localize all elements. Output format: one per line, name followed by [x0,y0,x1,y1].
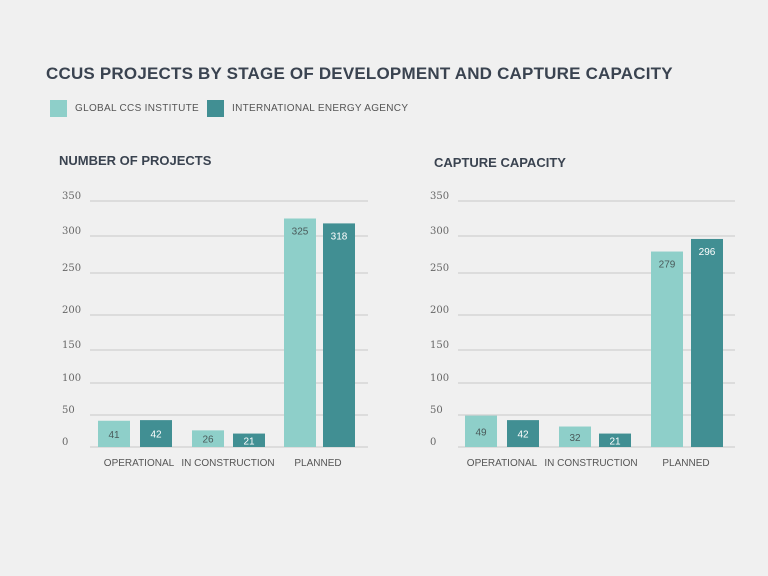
bar [507,420,539,447]
y-tick-label: 250 [62,263,81,274]
bar [284,218,316,447]
bar [691,238,723,447]
bar [98,420,130,447]
data-label: 49 [475,427,487,438]
x-tick-label: IN CONSTRUCTION [181,458,274,469]
y-tick-label: 200 [430,305,449,316]
x-tick-label: OPERATIONAL [467,458,538,469]
y-tick-label: 150 [430,340,449,351]
data-label: 279 [659,260,676,271]
chart-title-projects: NUMBER OF PROJECTS [59,153,212,168]
x-tick-label: PLANNED [662,458,709,469]
bar [599,433,631,447]
chart-title-capacity: CAPTURE CAPACITY [434,155,566,170]
data-label: 296 [699,247,716,258]
legend-item-iea: INTERNATIONAL ENERGY AGENCY [207,100,408,117]
legend-label: INTERNATIONAL ENERGY AGENCY [232,103,409,114]
bar [559,426,591,447]
y-tick-label: 0 [62,437,68,448]
legend-swatch [50,100,67,117]
bar [323,223,355,447]
legend-label: GLOBAL CCS INSTITUTE [75,103,199,114]
y-tick-label: 350 [62,191,81,202]
data-label: 318 [331,231,348,242]
data-label: 21 [609,436,621,447]
data-label: 42 [150,430,162,441]
data-label: 21 [243,436,255,447]
x-tick-label: IN CONSTRUCTION [544,458,637,469]
bar [140,420,172,447]
data-label: 26 [202,435,214,446]
y-tick-label: 150 [62,340,81,351]
legend-item-gcci: GLOBAL CCS INSTITUTE [50,100,199,117]
y-tick-label: 100 [430,373,449,384]
x-tick-label: PLANNED [294,458,341,469]
y-tick-label: 50 [62,405,75,416]
y-tick-label: 200 [62,305,81,316]
y-tick-label: 350 [430,191,449,202]
y-tick-label: 300 [62,226,81,237]
bar [651,251,683,447]
data-label: 325 [292,227,309,238]
x-tick-label: OPERATIONAL [104,458,175,469]
y-tick-label: 50 [430,405,443,416]
bar [233,433,265,447]
page-title: CCUS PROJECTS BY STAGE OF DEVELOPMENT AN… [46,64,673,83]
bar [192,430,224,447]
legend-swatch [207,100,224,117]
data-label: 42 [517,430,529,441]
y-tick-label: 250 [430,263,449,274]
data-label: 41 [108,430,120,441]
data-label: 32 [569,433,581,444]
y-tick-label: 300 [430,226,449,237]
bar [465,415,497,447]
y-tick-label: 0 [430,437,436,448]
y-tick-label: 100 [62,373,81,384]
